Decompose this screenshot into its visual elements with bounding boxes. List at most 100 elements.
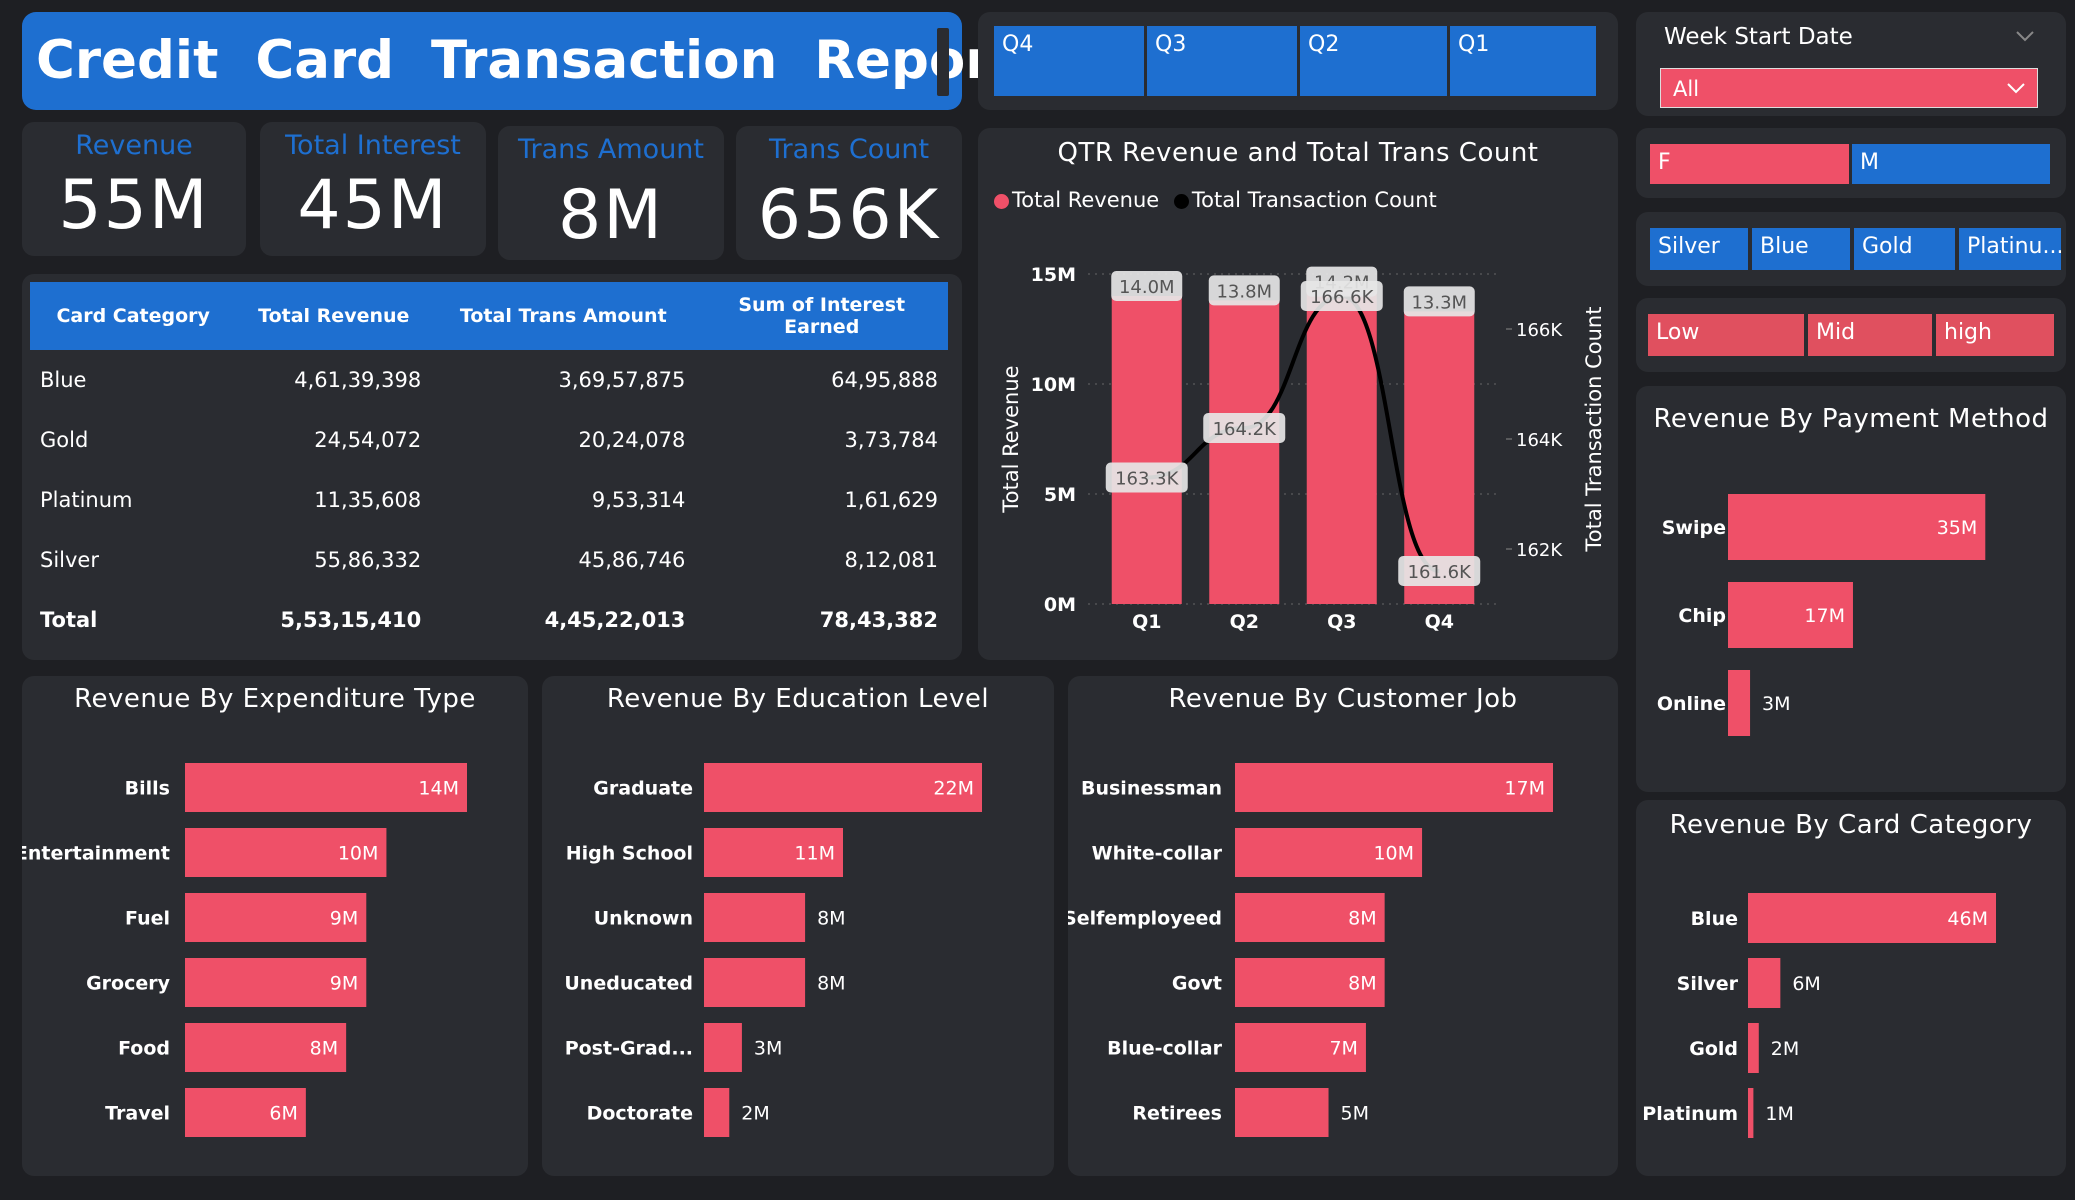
table-cell: 3,73,784: [844, 428, 938, 452]
table-header[interactable]: Card Category: [30, 282, 237, 350]
bar-category-label: Post-Grad...: [565, 1038, 693, 1060]
bar: [1235, 893, 1385, 942]
table-cell: Blue: [40, 368, 87, 392]
table-cell: 8,12,081: [844, 548, 938, 572]
x-tick-label: Q2: [1230, 611, 1259, 633]
table-row[interactable]: Blue 4,61,39,398 3,69,57,875 64,95,888: [30, 350, 948, 410]
chevron-down-icon[interactable]: [2014, 28, 2036, 44]
bar: [185, 893, 367, 942]
expenditure-type-chart: Revenue By Expenditure Type Bills 14M Ente…: [22, 676, 528, 1176]
bar-data-label: 14.0M: [1119, 277, 1175, 298]
bar: [185, 958, 367, 1007]
line-data-label-bg: [1398, 556, 1481, 586]
card-category-slicer: Silver Blue Gold Platinu...: [1636, 212, 2066, 286]
table-header[interactable]: Total Revenue: [236, 282, 432, 350]
table-row[interactable]: Gold 24,54,072 20,24,078 3,73,784: [30, 410, 948, 470]
combo-chart-plot: 0M 5M 10M 15M 162K 164K 166K Total Revenue Total…: [999, 264, 1606, 633]
kpi-label: Total Interest: [285, 130, 461, 161]
kpi-value: 8M: [558, 176, 664, 255]
line-data-label-bg: [1105, 462, 1188, 493]
bar: [1748, 1088, 1754, 1138]
y-tick-label: 0M: [1044, 594, 1076, 616]
gender-slicer: F M: [1636, 128, 2066, 198]
table-row[interactable]: Platinum 11,35,608 9,53,314 1,61,629: [30, 470, 948, 530]
card-slicer-gold[interactable]: Gold: [1854, 228, 1955, 270]
card-slicer-blue[interactable]: Blue: [1752, 228, 1850, 270]
line-series: [1146, 293, 1440, 573]
bar: [1235, 828, 1423, 877]
expenditure-type-bars: Bills 14M Entertainment 10M Fuel 9M Grocery 9M F…: [22, 763, 467, 1137]
gender-slicer-f[interactable]: F: [1650, 144, 1849, 184]
bar: [1235, 1023, 1366, 1072]
page-title: Credit Card Transaction Report: [36, 30, 1017, 91]
customer-job-chart: Revenue By Customer Job Businessman 17M Wh…: [1068, 676, 1618, 1176]
bar: [1235, 958, 1385, 1007]
quarter-slicer-q4[interactable]: Q4: [994, 26, 1144, 96]
bar: [1748, 958, 1781, 1008]
customer-job-bars: Businessman 17M White-collar 10M Selfemploye…: [1068, 763, 1553, 1137]
bar-data-label: 8M: [310, 1038, 338, 1060]
y2-tick-label: 166K: [1516, 320, 1563, 341]
bar-data-label: 2M: [1771, 1038, 1799, 1060]
bar-data-label: 22M: [933, 778, 974, 800]
table-cell: Gold: [40, 428, 89, 452]
chart-legend: Total Revenue Total Transaction Count: [994, 188, 1437, 212]
table-row[interactable]: Silver 55,86,332 45,86,746 8,12,081: [30, 530, 948, 590]
bar: [1748, 1023, 1759, 1073]
y-tick-label: 10M: [1031, 374, 1076, 396]
bar: [704, 1023, 742, 1072]
kpi-card-trans-amount: Trans Amount 8M: [498, 126, 724, 260]
bar-category-label: Doctorate: [587, 1103, 693, 1125]
kpi-label: Revenue: [75, 130, 193, 161]
bar-category-label: Travel: [105, 1103, 170, 1125]
week-start-date-dropdown[interactable]: All: [1660, 68, 2038, 108]
table-cell: 24,54,072: [314, 428, 422, 452]
legend-label: Total Transaction Count: [1191, 188, 1437, 212]
bar-category-label: Businessman: [1081, 778, 1222, 800]
bar-data-label: 17M: [1804, 605, 1845, 627]
payment-method-chart: Revenue By Payment Method Swipe 35M Chip 17…: [1636, 386, 2066, 792]
chart-title: QTR Revenue and Total Trans Count: [1057, 138, 1539, 168]
bar-category-label: Silver: [1677, 973, 1739, 995]
bar-data-label: 13.3M: [1411, 292, 1467, 313]
bar-data-label: 1M: [1765, 1103, 1793, 1125]
bar: [1728, 670, 1751, 736]
bar-data-label-bg: [1111, 271, 1183, 301]
week-start-date-label: Week Start Date: [1664, 24, 1853, 50]
table-header[interactable]: Sum of Interest Earned: [695, 282, 948, 350]
table-cell: 45,86,746: [578, 548, 686, 572]
table-cell: 4,45,22,013: [544, 608, 686, 632]
bar-category-label: Unknown: [594, 908, 693, 930]
bar: [185, 1023, 347, 1072]
header-banner: Credit Card Transaction Report: [22, 12, 1017, 110]
quarter-slicer-q2[interactable]: Q2: [1300, 26, 1447, 96]
table-cell: 64,95,888: [831, 368, 938, 392]
bar-category-label: Platinum: [1642, 1103, 1738, 1125]
quarter-slicer-q3[interactable]: Q3: [1147, 26, 1297, 96]
bar: [185, 763, 467, 812]
kpi-card-revenue: Revenue 55M: [22, 122, 246, 256]
quarter-slicer-q1[interactable]: Q1: [1450, 26, 1596, 96]
bar-category-label: Entertainment: [22, 843, 170, 865]
card-slicer-silver[interactable]: Silver: [1650, 228, 1748, 270]
bar: [1404, 311, 1475, 604]
bar-data-label: 5M: [1341, 1103, 1369, 1125]
kpi-card-total-interest: Total Interest 45M: [260, 122, 486, 256]
bar-category-label: Gold: [1689, 1038, 1738, 1060]
y2-tick-label: 164K: [1516, 430, 1563, 451]
table-cell: Platinum: [40, 488, 133, 512]
income-slicer-mid[interactable]: Mid: [1808, 314, 1932, 356]
bar-category-label: Govt: [1172, 973, 1222, 995]
chevron-down-icon: [2007, 83, 2025, 94]
card-category-bars: Blue 46M Silver 6M Gold 2M Platinum 1M: [1642, 893, 1996, 1138]
gender-slicer-m[interactable]: M: [1852, 144, 2050, 184]
table-header[interactable]: Total Trans Amount: [431, 282, 696, 350]
bar-data-label-bg: [1403, 286, 1475, 317]
card-slicer-platinum[interactable]: Platinu...: [1959, 228, 2061, 270]
bar-data-label: 8M: [1348, 908, 1376, 930]
chart-title: Revenue By Education Level: [606, 684, 990, 714]
income-slicer-low[interactable]: Low: [1648, 314, 1804, 356]
table-cell: Silver: [40, 548, 99, 572]
bar-data-label: 10M: [338, 843, 379, 865]
income-slicer-high[interactable]: high: [1936, 314, 2054, 356]
